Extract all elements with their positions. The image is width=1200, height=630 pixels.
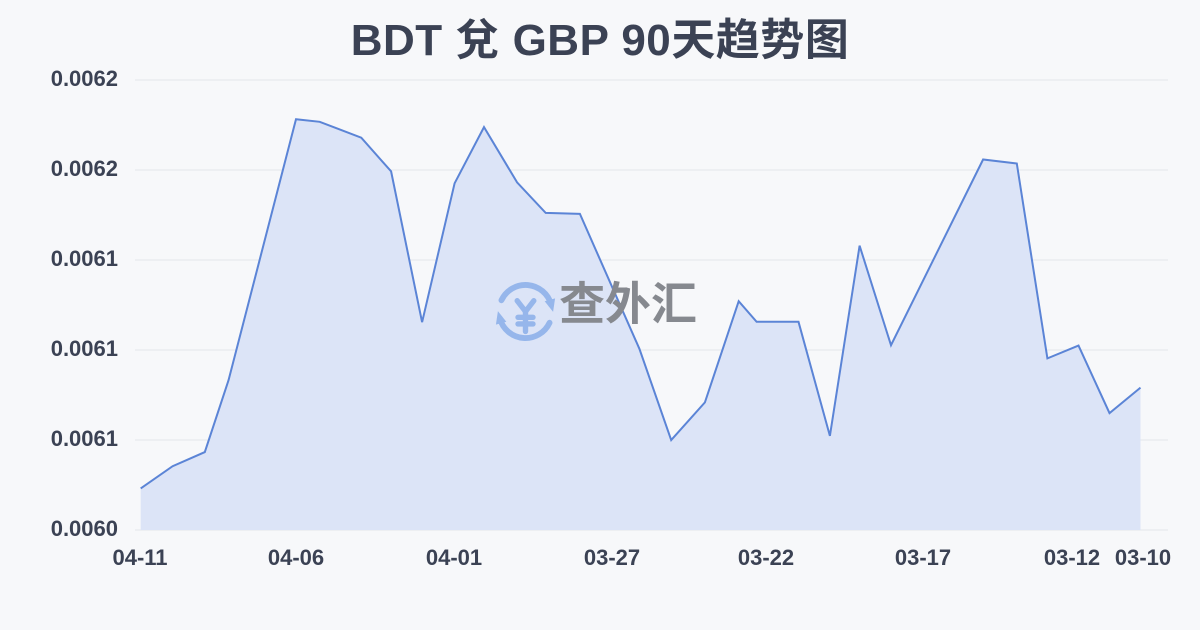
svg-text:0.0060: 0.0060 bbox=[51, 516, 118, 541]
svg-text:03-12: 03-12 bbox=[1044, 545, 1100, 570]
svg-text:04-06: 04-06 bbox=[268, 545, 324, 570]
svg-text:0.0062: 0.0062 bbox=[51, 66, 118, 91]
svg-text:0.0062: 0.0062 bbox=[51, 156, 118, 181]
svg-text:0.0061: 0.0061 bbox=[51, 426, 118, 451]
svg-text:04-01: 04-01 bbox=[426, 545, 482, 570]
svg-text:03-22: 03-22 bbox=[738, 545, 794, 570]
svg-text:03-27: 03-27 bbox=[584, 545, 640, 570]
svg-text:查外汇: 查外汇 bbox=[559, 278, 697, 330]
svg-text:03-10: 03-10 bbox=[1115, 545, 1171, 570]
svg-text:0.0061: 0.0061 bbox=[51, 246, 118, 271]
svg-text:0.0061: 0.0061 bbox=[51, 336, 118, 361]
svg-text:03-17: 03-17 bbox=[895, 545, 951, 570]
svg-text:04-11: 04-11 bbox=[112, 545, 167, 570]
